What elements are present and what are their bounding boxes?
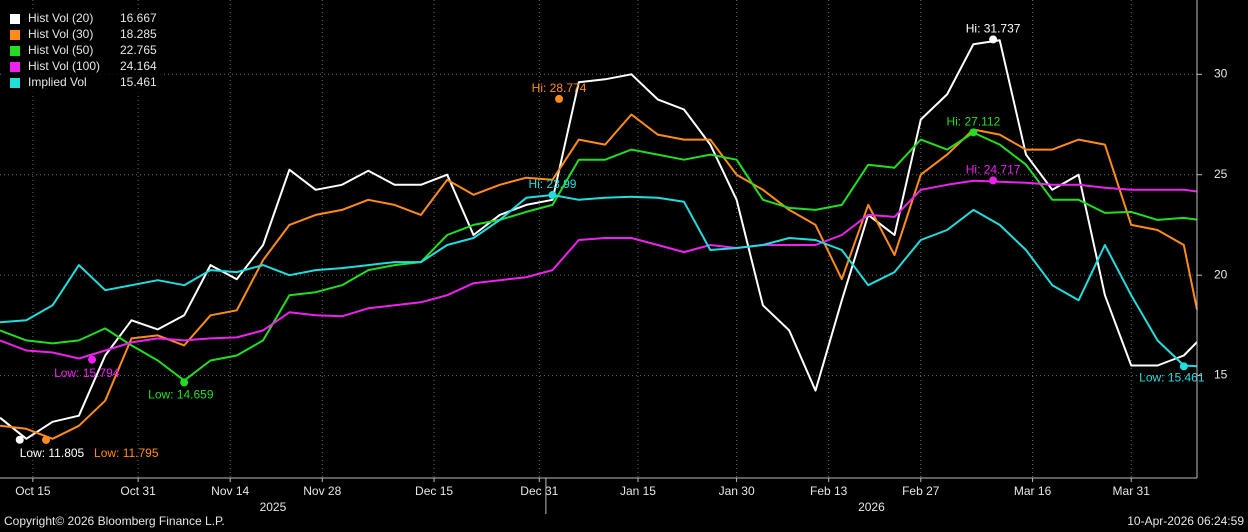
y-tick-label: 20 — [1214, 267, 1228, 281]
legend: Hist Vol (20) 16.667 Hist Vol (30) 18.285 Hi… — [4, 9, 164, 93]
extreme-marker — [989, 35, 998, 44]
extreme-label: Low: 14.659 — [148, 388, 214, 402]
x-tick-label: Jan 30 — [719, 484, 755, 498]
extreme-marker — [88, 355, 97, 364]
x-tick-label: Oct 15 — [15, 484, 51, 498]
y-tick-label: 15 — [1214, 368, 1228, 382]
x-tick-label: Feb 13 — [810, 484, 848, 498]
legend-label: Hist Vol (20) — [28, 11, 93, 25]
extreme-label: Hi: 27.112 — [946, 114, 1000, 128]
series-line — [0, 179, 1198, 360]
extreme-label: Hi: 23.99 — [528, 177, 576, 191]
x-tick-label: Dec 15 — [415, 484, 453, 498]
legend-swatch — [10, 78, 20, 88]
x-tick-label: Nov 14 — [211, 484, 249, 498]
x-tick-label: Mar 16 — [1014, 484, 1052, 498]
x-tick-label: Nov 28 — [303, 484, 341, 498]
legend-swatch — [10, 62, 20, 72]
extreme-marker — [969, 128, 978, 137]
extreme-label: Low: 15.461 — [1139, 370, 1205, 384]
x-tick-label: Oct 31 — [120, 484, 156, 498]
extreme-label: Hi: 24.717 — [966, 163, 1021, 177]
extreme-marker — [1179, 362, 1188, 371]
legend-value: 16.667 — [120, 11, 157, 25]
x-tick-label: Mar 31 — [1113, 484, 1151, 498]
legend-value: 22.765 — [120, 43, 157, 57]
series-line — [0, 113, 1198, 440]
series-line — [0, 194, 1198, 368]
extreme-label: Low: 11.805 — [20, 446, 85, 460]
extreme-marker — [15, 435, 24, 444]
lines-layer — [0, 39, 1198, 440]
extreme-marker — [180, 378, 189, 387]
legend-box — [4, 9, 164, 93]
year-label: 2026 — [858, 500, 885, 514]
x-tick-label: Feb 27 — [902, 484, 940, 498]
legend-value: 24.164 — [120, 59, 157, 73]
extreme-label: Low: 11.795 — [94, 446, 159, 460]
legend-label: Implied Vol — [28, 75, 87, 89]
extreme-label: Low: 15.794 — [54, 366, 120, 380]
legend-swatch — [10, 14, 20, 24]
extreme-marker — [989, 176, 998, 185]
x-tick-label: Jan 15 — [620, 484, 656, 498]
series-line — [0, 131, 1198, 382]
legend-swatch — [10, 30, 20, 40]
extreme-label: Hi: 31.737 — [966, 22, 1021, 36]
markers-layer: Low: 11.805 Hi: 31.737 Low: 11.795 Hi: 28.7… — [15, 22, 1205, 460]
legend-label: Hist Vol (50) — [28, 43, 93, 57]
legend-value: 15.461 — [120, 75, 157, 89]
y-tick-label: 30 — [1214, 66, 1228, 80]
extreme-marker — [548, 191, 557, 200]
legend-label: Hist Vol (30) — [28, 27, 93, 41]
y-tick-label: 25 — [1214, 167, 1228, 181]
legend-value: 18.285 — [120, 27, 157, 41]
extreme-label: Hi: 28.774 — [532, 81, 587, 95]
copyright: Copyright© 2026 Bloomberg Finance L.P. — [4, 514, 225, 528]
x-tick-label: Dec 31 — [520, 484, 558, 498]
legend-label: Hist Vol (100) — [28, 59, 100, 73]
extreme-marker — [42, 435, 51, 444]
legend-swatch — [10, 46, 20, 56]
year-label: 2025 — [260, 500, 287, 514]
series-line — [0, 39, 1198, 440]
timestamp: 10-Apr-2026 06:24:59 — [1127, 514, 1244, 528]
extreme-marker — [555, 94, 564, 103]
